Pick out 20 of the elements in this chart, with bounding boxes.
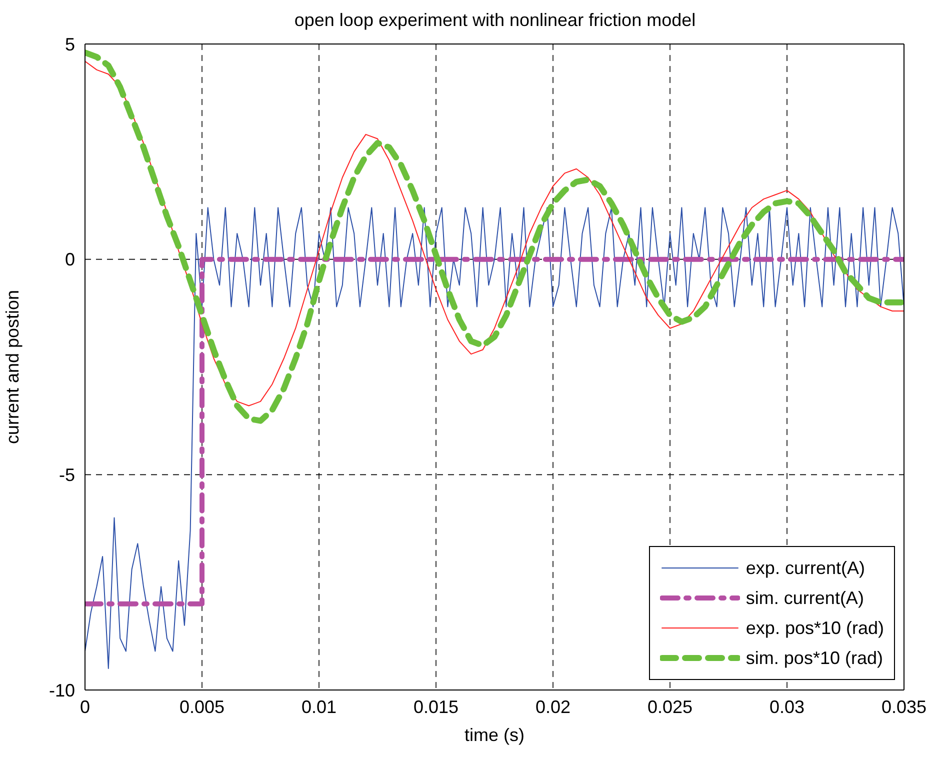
y-tick-label: -5	[58, 465, 75, 486]
line-series	[85, 207, 904, 669]
x-tick-label: 0.025	[647, 696, 693, 717]
legend-label: exp. current(A)	[746, 558, 865, 578]
x-tick-label: 0.01	[301, 696, 337, 717]
x-axis-title: time (s)	[464, 725, 524, 745]
x-tick-label: 0.02	[535, 696, 571, 717]
x-tick-label: 0	[80, 696, 90, 717]
chart-title: open loop experiment with nonlinear friction model	[293, 10, 697, 31]
legend-label: sim. pos*10 (rad)	[746, 648, 883, 668]
x-tick-label: 0.015	[413, 696, 459, 717]
y-tick-label: -10	[48, 680, 75, 700]
x-tick-label: 0.03	[769, 696, 805, 717]
y-tick-label: 0	[64, 250, 75, 270]
y-axis-title: current and postion	[2, 290, 22, 444]
y-tick-label: 5	[64, 34, 75, 54]
legend-label: exp. pos*10 (rad)	[746, 618, 884, 638]
legend-label: sim. current(A)	[746, 588, 864, 608]
x-tick-label: 0.005	[179, 696, 225, 717]
x-tick-label: 0.035	[881, 696, 927, 717]
